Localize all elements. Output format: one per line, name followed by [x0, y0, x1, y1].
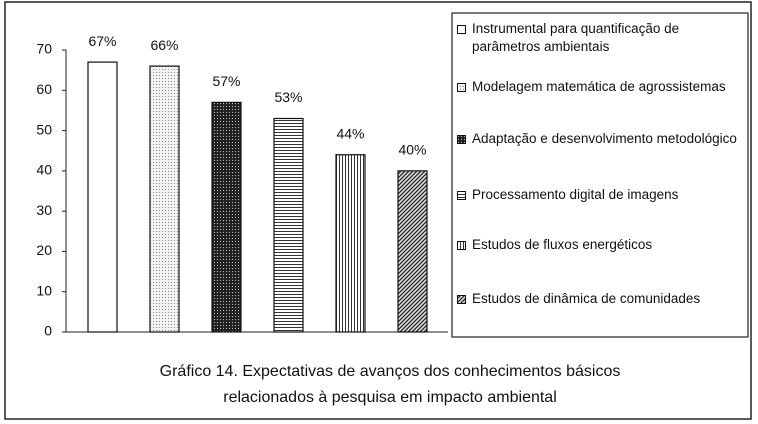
legend-label: Estudos de fluxos energéticos	[472, 237, 653, 252]
y-tick-label: 10	[36, 282, 52, 298]
legend-swatch	[457, 83, 466, 92]
legend-swatch	[457, 135, 466, 144]
y-tick-label: 20	[36, 242, 52, 258]
frame	[4, 1, 752, 420]
caption: Gráfico 14. Expectativas de avanços dos …	[160, 363, 621, 380]
bar	[335, 154, 366, 333]
legend-box	[451, 12, 749, 338]
caption: relacionados à pesquisa em impacto ambie…	[223, 389, 557, 406]
legend-swatch	[457, 295, 466, 304]
value-label: 53%	[274, 89, 302, 105]
value-label: 44%	[336, 125, 364, 141]
y-tick-label: 70	[36, 41, 52, 57]
y-tick-label: 60	[36, 81, 52, 97]
y-tick-label: 50	[36, 121, 52, 137]
legend-swatch	[457, 191, 466, 200]
value-label: 57%	[212, 73, 240, 89]
value-label: 67%	[88, 33, 116, 49]
bar	[273, 117, 304, 333]
bar	[397, 170, 428, 333]
value-label: 66%	[150, 37, 178, 53]
bar	[149, 65, 180, 333]
legend-swatch	[457, 25, 466, 34]
legend-label: Modelagem matemática de agrossistemas	[472, 79, 726, 94]
legend-label: Estudos de dinâmica de comunidades	[472, 291, 701, 306]
y-tick-label: 0	[44, 323, 52, 339]
legend-swatch	[457, 241, 466, 250]
legend-label: Processamento digital de imagens	[472, 187, 679, 202]
bar	[87, 61, 118, 333]
y-tick-label: 30	[36, 202, 52, 218]
legend-label: Adaptação e desenvolvimento metodológico	[472, 131, 737, 146]
y-tick-label: 40	[36, 162, 52, 178]
value-label: 40%	[398, 142, 426, 158]
legend-label: Instrumental para quantificação de parâm…	[472, 21, 680, 54]
bar	[211, 101, 242, 333]
